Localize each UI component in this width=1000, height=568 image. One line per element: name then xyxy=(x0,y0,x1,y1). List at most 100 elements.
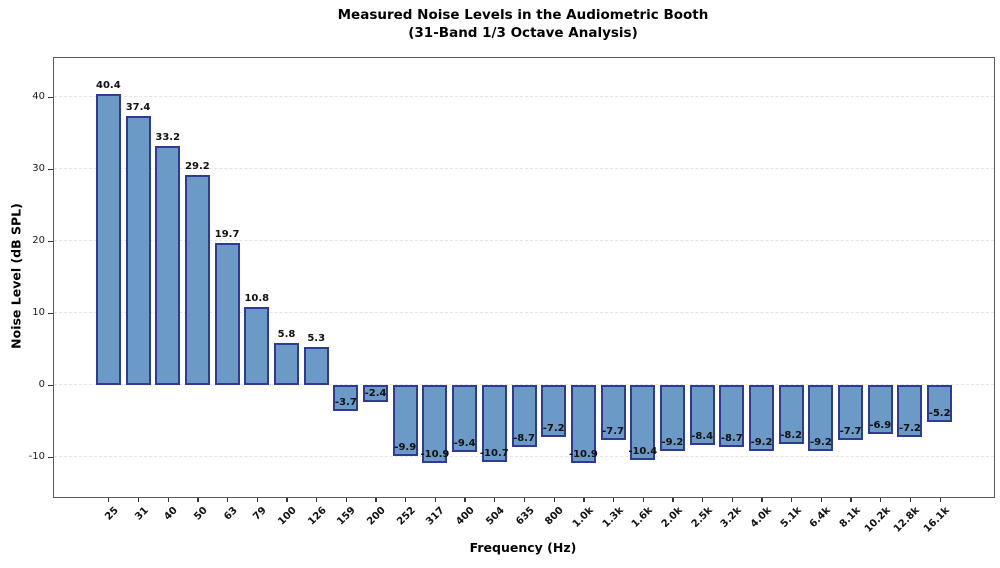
x-tick-mark xyxy=(523,497,526,502)
x-tick-mark xyxy=(405,497,407,502)
bar xyxy=(749,384,775,451)
bar xyxy=(244,307,270,385)
x-tick-label: 317 xyxy=(424,504,448,528)
bar xyxy=(392,384,418,456)
x-tick-label: 126 xyxy=(305,504,329,528)
x-tick-mark xyxy=(791,497,793,502)
value-label: -10.7 xyxy=(479,447,509,459)
y-tick-label: 10 xyxy=(32,307,45,319)
value-label: -3.7 xyxy=(334,397,357,409)
x-tick-mark xyxy=(880,497,882,502)
bar xyxy=(125,115,151,385)
y-tick-label: 0 xyxy=(38,379,45,391)
gridline xyxy=(54,456,994,458)
y-tick-label: 40 xyxy=(32,91,45,103)
chart-title: Measured Noise Levels in the Audiometric… xyxy=(53,6,993,42)
x-tick-label: 25 xyxy=(102,504,121,523)
gridline xyxy=(54,96,994,98)
chart-title-line1: Measured Noise Levels in the Audiometric… xyxy=(337,7,709,23)
x-tick-label: 2.0k xyxy=(659,504,685,530)
gridline xyxy=(54,240,994,242)
x-tick-label: 400 xyxy=(454,504,477,528)
bar xyxy=(333,384,359,412)
x-tick-mark xyxy=(316,497,318,502)
value-label: -10.9 xyxy=(420,449,450,461)
x-tick-mark xyxy=(345,497,347,502)
x-tick-mark xyxy=(939,497,941,502)
x-tick-mark xyxy=(850,497,852,502)
value-label: 19.7 xyxy=(214,228,240,240)
x-tick-mark xyxy=(494,497,496,502)
bar xyxy=(481,384,507,462)
value-label: -9.4 xyxy=(453,438,476,450)
value-label: -10.4 xyxy=(628,445,658,457)
value-label: -10.9 xyxy=(568,449,598,461)
x-tick-label: 3.2k xyxy=(719,504,745,530)
bar xyxy=(719,384,745,448)
y-tick-label: 30 xyxy=(32,163,45,175)
x-tick-label: 1.0k xyxy=(570,504,596,530)
value-label: -6.9 xyxy=(869,420,892,432)
x-tick-label: 50 xyxy=(192,504,210,523)
x-tick-label: 504 xyxy=(484,504,507,528)
y-tick-mark xyxy=(48,456,53,458)
value-label: -2.4 xyxy=(364,388,387,399)
x-tick-label: 1.3k xyxy=(600,504,626,530)
y-tick-mark xyxy=(48,96,53,99)
value-label: 29.2 xyxy=(185,160,210,172)
bar xyxy=(838,384,864,441)
value-label: -9.2 xyxy=(661,436,684,448)
bar xyxy=(363,384,389,402)
x-tick-label: 12.8k xyxy=(892,504,923,535)
y-tick-mark xyxy=(48,168,53,171)
x-tick-label: 63 xyxy=(221,504,240,523)
value-label: 5.3 xyxy=(307,332,326,344)
x-tick-mark xyxy=(167,497,169,502)
x-tick-mark xyxy=(583,497,585,502)
x-tick-label: 200 xyxy=(365,504,388,528)
value-label: -9.2 xyxy=(809,436,832,448)
bar xyxy=(897,384,923,437)
x-tick-mark xyxy=(464,497,466,502)
x-tick-mark xyxy=(820,497,823,502)
gridline xyxy=(54,312,994,314)
bar xyxy=(273,342,299,385)
x-tick-label: 2.5k xyxy=(689,504,715,530)
x-tick-label: 252 xyxy=(394,504,418,528)
value-label: 40.4 xyxy=(96,79,121,91)
bar xyxy=(511,384,537,448)
y-tick-label: 20 xyxy=(32,235,45,247)
value-label: -8.4 xyxy=(691,431,714,443)
value-label: -9.2 xyxy=(750,436,773,448)
x-tick-mark xyxy=(701,497,704,502)
bar xyxy=(689,384,715,446)
x-tick-mark xyxy=(761,497,763,502)
bar xyxy=(541,384,567,437)
x-tick-label: 159 xyxy=(335,504,359,528)
bar xyxy=(214,242,240,385)
value-label: -7.7 xyxy=(602,426,624,438)
x-tick-mark xyxy=(612,497,615,502)
x-tick-label: 100 xyxy=(276,504,299,528)
value-label: 33.2 xyxy=(155,131,181,143)
x-tick-mark xyxy=(553,497,555,502)
x-tick-label: 16.1k xyxy=(921,504,952,535)
y-tick-mark xyxy=(48,312,53,314)
chart-title-line2: (31-Band 1/3 Octave Analysis) xyxy=(408,25,638,41)
x-tick-mark xyxy=(286,497,288,502)
bar xyxy=(452,384,478,453)
value-label: -8.2 xyxy=(780,429,803,441)
bar xyxy=(184,174,210,385)
y-tick-label: -10 xyxy=(28,451,45,463)
value-label: -8.7 xyxy=(720,433,743,445)
bar xyxy=(778,384,804,444)
x-tick-mark xyxy=(642,497,644,502)
bar xyxy=(570,384,596,464)
bar xyxy=(630,384,656,460)
bar xyxy=(422,384,448,464)
x-tick-label: 6.4k xyxy=(808,504,834,530)
bar xyxy=(808,384,834,451)
bar xyxy=(600,384,626,441)
bar xyxy=(95,93,121,385)
